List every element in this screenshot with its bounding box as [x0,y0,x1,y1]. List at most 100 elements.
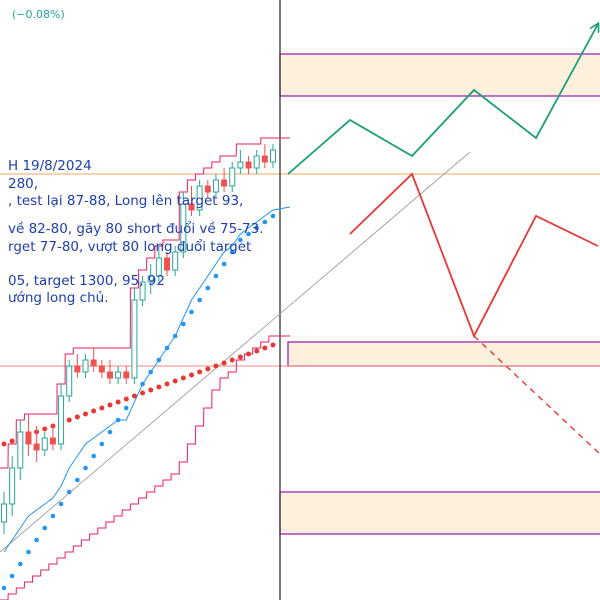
candle-body [188,203,195,211]
blue-dot [66,489,72,495]
blue-dot [156,357,162,363]
blue-dot [50,513,56,519]
red-dot [229,357,235,363]
candle-body [164,257,171,271]
annotation-line: 05, target 1300, 95, 92 [8,273,165,289]
blue-dot [213,273,219,279]
annotation-line: rget 77-80, vượt 80 long đuổi target [8,238,251,255]
candle-body [49,437,56,445]
candle-body [229,167,236,187]
blue-dot [238,237,243,243]
candle-body [25,431,32,445]
zones-layer [279,53,600,535]
candle-body [180,203,187,253]
red-dot [1,441,7,447]
candle-body [33,443,40,451]
trendline-layer [0,151,471,553]
blue-dot [34,537,39,543]
annotation-line: , test lại 87-88, Long lên target 93, [8,193,243,209]
blue-dot [18,561,23,567]
blue-dot [164,345,170,351]
blue-dot [99,441,105,447]
blue-dot [189,309,194,315]
red-dot [213,363,219,369]
candles-layer [1,144,276,534]
candle-body [172,251,179,271]
annotation-line: H 19/8/2024 [8,158,92,174]
candle-body [253,155,260,169]
annotation-line: về 82-80, gãy 80 short đuổi về 75-73. [8,220,264,237]
red-dot [74,414,80,420]
bb-lower-line [0,335,290,600]
candle-body [17,431,24,469]
candle-body [139,281,146,301]
candle-body [147,275,154,283]
red-dot [262,345,268,351]
blue-dot [1,585,7,591]
red-dot [91,408,97,414]
blue-dot [254,225,259,231]
annotation-text: H 19/8/2024 280, , test lại 87-88, Long … [8,158,264,306]
annotation-line: 280, [8,176,38,192]
red-dot [197,369,203,375]
blue-dot [115,417,121,423]
blue-dot [270,213,276,219]
red-dot [42,426,48,432]
zone-box [287,341,600,367]
blue-dot [42,525,48,531]
price-change-label: (−0.08%) [12,8,65,21]
candle-body [1,503,7,523]
blue-dot [26,549,31,555]
zone-box [279,53,600,97]
candle-body [245,161,252,169]
red-dot [270,342,276,348]
candle-body [221,179,228,187]
candle-body [212,179,219,193]
candle-body [74,365,81,373]
red-dot [172,378,178,384]
candle-body [9,467,16,505]
blue-dot [83,465,88,471]
blue-dot [140,381,145,387]
red-dot [221,360,227,366]
red-dot [123,396,129,402]
candle-body [196,185,203,211]
red-dot [156,384,162,390]
scenario-down-dashed [473,335,600,455]
red-dot [9,438,15,444]
red-dot [148,387,154,393]
scenario-up-path [287,24,598,175]
blue-dot [246,231,251,237]
candle-body [131,299,138,379]
blue-dot [91,453,96,459]
red-dot [107,402,113,408]
candle-body [58,395,65,445]
red-dot [180,375,186,381]
blue-dot [205,285,211,291]
blue-dot [58,501,64,507]
blue-dot [107,429,113,435]
red-dot [237,354,243,360]
red-dot [99,405,105,411]
candle-body [261,155,268,163]
candle-body [237,161,244,169]
candle-body [204,185,211,193]
red-dot [246,351,252,357]
scenarios-layer [287,24,600,455]
blue-dot [9,573,15,579]
blue-dot [172,333,178,339]
candle-body [98,365,105,373]
red-dot [205,366,211,372]
red-dot [83,411,89,417]
blue-dot [262,219,268,225]
candle-body [82,359,89,373]
candle-body [115,371,122,379]
red-dot [188,372,194,378]
candle-body [90,359,97,367]
blue-dot [148,369,154,375]
blue-dot [123,405,129,411]
zone-box [279,491,600,535]
trendline [0,151,471,553]
red-dot [140,390,146,396]
